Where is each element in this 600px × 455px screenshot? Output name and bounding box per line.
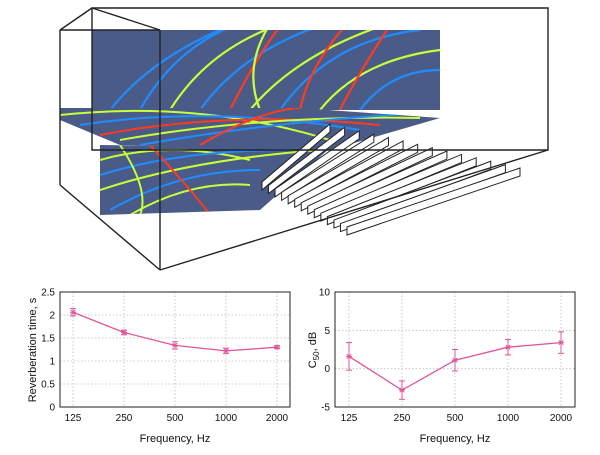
y-tick-label: 0 bbox=[324, 364, 330, 375]
y-tick-label: 2 bbox=[49, 311, 55, 322]
x-tick-label: 500 bbox=[167, 413, 184, 424]
x-tick-label: 500 bbox=[447, 413, 464, 424]
y-tick-label: -5 bbox=[321, 403, 330, 414]
x-axis-label: Frequency, Hz bbox=[140, 433, 211, 445]
data-point bbox=[121, 329, 127, 336]
data-point bbox=[172, 342, 178, 349]
back-wall-wavefronts bbox=[109, 30, 440, 110]
x-tick-label: 125 bbox=[341, 413, 358, 424]
y-tick-label: 10 bbox=[319, 288, 331, 299]
step bbox=[261, 122, 331, 192]
step bbox=[268, 126, 346, 195]
y-tick-label: 0.5 bbox=[41, 380, 55, 391]
x-tick-label: 250 bbox=[394, 413, 411, 424]
step bbox=[287, 136, 389, 205]
data-point bbox=[346, 353, 352, 360]
step bbox=[294, 140, 404, 209]
y-tick-label: 0 bbox=[49, 403, 55, 414]
front-wall-slice bbox=[100, 145, 330, 215]
plot-frame bbox=[59, 291, 291, 408]
step bbox=[346, 167, 521, 236]
series-line bbox=[70, 308, 280, 355]
y-axis-label-subscript: 50 bbox=[312, 351, 321, 360]
x-tick-label: 1000 bbox=[497, 413, 520, 424]
step bbox=[313, 150, 448, 219]
y-tick-label: 5 bbox=[324, 326, 330, 337]
data-point bbox=[274, 344, 280, 351]
reverberation-chart: 0 0.5 1 1.5 2 2.5 125 250 500 1000 2000 Frequency… bbox=[0, 282, 300, 450]
y-tick-labels: -5 0 5 10 bbox=[319, 288, 331, 414]
step bbox=[300, 143, 419, 212]
seating-steps bbox=[261, 122, 521, 236]
y-axis-label: Reverberation time, s bbox=[27, 297, 39, 402]
y-axis-label-main: C bbox=[307, 360, 319, 368]
step bbox=[320, 153, 463, 222]
y-axis-label: C50, dB bbox=[307, 332, 321, 368]
x-axis-label: Frequency, Hz bbox=[420, 433, 491, 445]
y-tick-labels: 0 0.5 1 1.5 2 2.5 bbox=[41, 288, 55, 414]
step bbox=[326, 157, 477, 226]
data-point bbox=[223, 347, 229, 354]
step bbox=[281, 133, 375, 202]
y-tick-label: 1.5 bbox=[41, 334, 55, 345]
x-tick-label: 2000 bbox=[266, 413, 289, 424]
data-point bbox=[70, 309, 76, 316]
data-point bbox=[505, 344, 511, 351]
data-point bbox=[558, 339, 564, 346]
data-point bbox=[399, 387, 405, 394]
x-tick-labels: 125 250 500 1000 2000 bbox=[341, 413, 573, 424]
x-tick-label: 125 bbox=[65, 413, 82, 424]
data-point bbox=[452, 357, 458, 364]
y-tick-label: 1 bbox=[49, 357, 55, 368]
room-bounding-box bbox=[59, 7, 549, 271]
y-tick-label: 2.5 bbox=[41, 288, 55, 299]
x-tick-label: 1000 bbox=[215, 413, 238, 424]
back-wall-slice bbox=[92, 30, 440, 110]
x-tick-label: 2000 bbox=[550, 413, 573, 424]
step bbox=[307, 146, 433, 216]
c50-chart: -5 0 5 10 125 250 500 1000 2000 Frequency, Hz C… bbox=[300, 282, 600, 450]
series-line bbox=[346, 331, 564, 400]
front-wall-wavefronts bbox=[100, 145, 321, 215]
x-tick-label: 250 bbox=[116, 413, 133, 424]
horizontal-slice-wavefronts bbox=[60, 108, 440, 146]
plot-frame bbox=[334, 291, 576, 408]
wave-simulation-scene bbox=[59, 7, 549, 271]
x-tick-labels: 125 250 500 1000 2000 bbox=[65, 413, 289, 424]
y-axis-label-unit: , dB bbox=[307, 332, 319, 352]
